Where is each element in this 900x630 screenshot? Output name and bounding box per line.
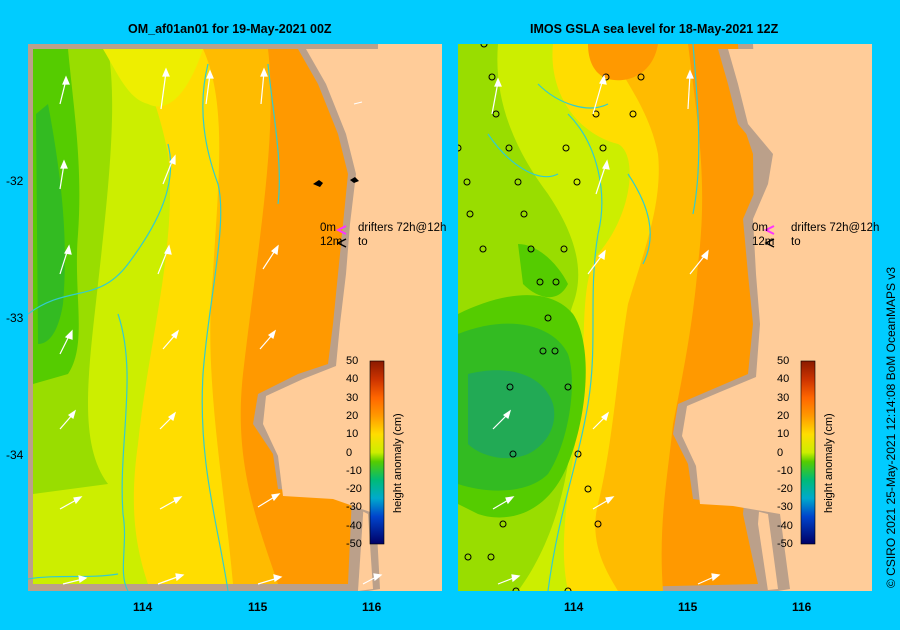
right-colorbar-tick: 10	[777, 428, 790, 441]
right-colorbar-tick: 40	[777, 373, 790, 386]
right-lon-label-115: 115	[678, 600, 698, 614]
right-colorbar-label: height anomaly (cm)	[823, 413, 835, 513]
left-colorbar-tick: 20	[346, 409, 359, 422]
lat-label-34: -34	[6, 448, 24, 462]
left-velocity-arrows	[59, 67, 383, 585]
right-colorbar-tick: 30	[777, 391, 790, 404]
left-colorbar-tick: -40	[346, 519, 362, 532]
right-drifter-prefix-2: 12m	[752, 236, 775, 248]
left-colorbar-tick: 10	[346, 428, 359, 441]
left-map-field	[28, 44, 442, 591]
left-colorbar-tick: -30	[346, 501, 362, 514]
left-drifter-prefix-2: 12m	[320, 236, 343, 248]
left-colorbar-tick: 0	[346, 446, 353, 459]
right-drifter-prefix-1: 0m	[752, 222, 768, 234]
right-colorbar-tick: 20	[777, 409, 790, 422]
right-velocity-arrows	[491, 69, 721, 585]
left-colorbar-label: height anomaly (cm)	[392, 413, 404, 513]
credit-line: © CSIRO 2021 25-May-2021 12:14:08 BoM Oc…	[884, 266, 898, 588]
left-colorbar-tick: -10	[346, 464, 362, 477]
lat-label-32: -32	[6, 174, 24, 188]
left-panel-title: OM_af01an01 for 19-May-2021 00Z	[128, 22, 332, 36]
right-lon-label-114: 114	[564, 600, 584, 614]
left-drifter-prefix-1: 0m	[320, 222, 336, 234]
right-observation-markers	[458, 44, 645, 591]
left-colorbar-tick: -50	[346, 538, 362, 550]
right-colorbar-tick: -40	[777, 519, 793, 532]
left-lon-label-115: 115	[248, 600, 268, 614]
left-drifter-label-1: drifters 72h@12h	[358, 222, 447, 234]
right-colorbar-tick: 50	[777, 355, 790, 367]
right-lon-label-116: 116	[792, 600, 812, 614]
right-colorbar-tick: -10	[777, 464, 793, 477]
right-map-field	[458, 44, 872, 591]
lat-label-33: -33	[6, 311, 24, 325]
left-colorbar-tick: 30	[346, 391, 359, 404]
right-panel-title: IMOS GSLA sea level for 18-May-2021 12Z	[530, 22, 779, 36]
left-colorbar-tick: -20	[346, 483, 362, 496]
left-lon-label-116: 116	[362, 600, 382, 614]
right-map-panel[interactable]	[458, 44, 872, 591]
left-drifter-label-2: to	[358, 236, 368, 248]
right-colorbar-tick: -20	[777, 483, 793, 496]
right-drifter-label-1: drifters 72h@12h	[791, 222, 880, 234]
left-lon-label-114: 114	[133, 600, 153, 614]
right-drifter-label-2: to	[791, 236, 801, 248]
right-colorbar-tick: -30	[777, 501, 793, 514]
right-colorbar-tick: 0	[777, 446, 784, 459]
right-colorbar-tick: -50	[777, 538, 793, 550]
left-map-panel[interactable]	[28, 44, 442, 591]
left-colorbar-tick: 50	[346, 355, 359, 367]
left-colorbar-tick: 40	[346, 373, 359, 386]
